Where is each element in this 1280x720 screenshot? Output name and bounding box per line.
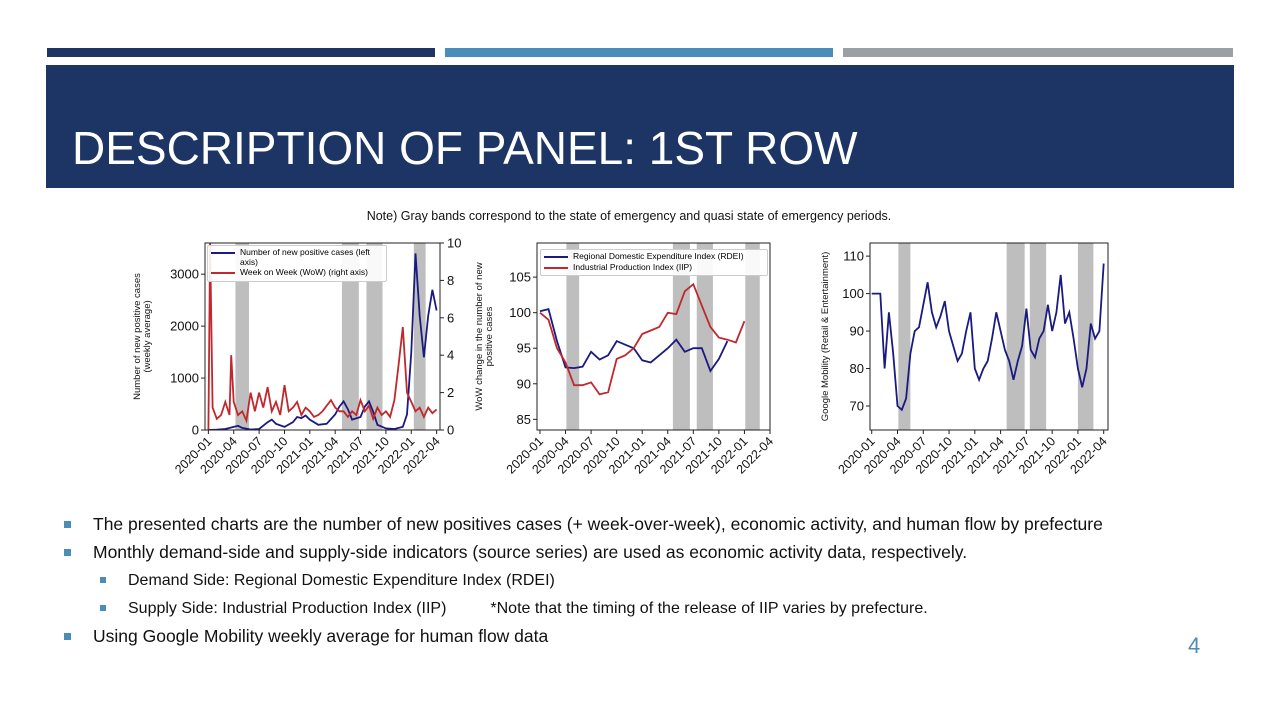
legend-label: Industrial Production Index (IIP): [573, 261, 693, 272]
bullet-item: Using Google Mobility weekly average for…: [60, 624, 1222, 649]
legend: Number of new positive cases (left axis)…: [207, 245, 387, 282]
plot-frame: [869, 242, 1109, 431]
legend-label: Number of new positive cases (left axis): [240, 247, 370, 267]
emergency-band: [341, 243, 359, 430]
charts: 010002000300002468102020-012020-042020-0…: [132, 236, 1110, 477]
legend-label: Week on Week (WoW) (right axis): [240, 267, 369, 277]
bullet-list: The presented charts are the number of n…: [60, 512, 1222, 652]
bullet-item: The presented charts are the number of n…: [60, 512, 1222, 537]
legend-swatch: [544, 256, 568, 258]
emergency-band: [235, 243, 249, 430]
bullet-item: Monthly demand-side and supply-side indi…: [60, 540, 1222, 565]
y2-tick-label: 0: [447, 423, 454, 438]
legend-entry: Number of new positive cases (left axis): [211, 247, 383, 267]
y-tick-label: 90: [850, 324, 864, 339]
y-tick-label: 70: [850, 399, 864, 414]
y-tick-label: 100: [842, 286, 864, 301]
y-tick-label: 100: [509, 305, 531, 320]
y-tick-label: 95: [517, 341, 531, 356]
slide-title: DESCRIPTION OF PANEL: 1ST ROW: [72, 122, 858, 174]
y-tick-label: 90: [517, 376, 531, 391]
page-number: 4: [1188, 633, 1201, 658]
series-line: [539, 282, 746, 396]
legend-swatch: [544, 266, 568, 269]
y-tick-label: 1000: [170, 371, 199, 386]
legend-label: Regional Domestic Expenditure Index (RDE…: [573, 251, 744, 261]
bullet-text: Demand Side: Regional Domestic Expenditu…: [128, 572, 555, 589]
bullet-text: Using Google Mobility weekly average for…: [93, 626, 549, 646]
top-bar: [47, 48, 435, 57]
emergency-band: [366, 243, 383, 430]
legend-swatch: [211, 272, 235, 274]
y2-tick-label: 10: [447, 236, 461, 251]
emergency-band: [1077, 243, 1094, 430]
y-tick-label: 2000: [170, 319, 199, 334]
y-tick-label: 85: [517, 412, 531, 427]
bullet-text: Monthly demand-side and supply-side indi…: [93, 542, 968, 562]
emergency-band: [566, 243, 580, 430]
emergency-band: [1029, 243, 1047, 430]
emergency-band: [745, 243, 760, 430]
legend-entry: Regional Domestic Expenditure Index (RDE…: [544, 251, 764, 262]
y2-tick-label: 4: [447, 348, 454, 363]
bullet-text: The presented charts are the number of n…: [93, 514, 1103, 534]
series-line: [207, 243, 438, 430]
y2-tick-label: 8: [447, 273, 454, 288]
plot-frame: [204, 242, 441, 431]
y-tick-label: 105: [509, 270, 531, 285]
y-axis-label: (weekly average): [142, 300, 153, 372]
note: Note) Gray bands correspond to the state…: [366, 209, 892, 223]
y2-tick-label: 6: [447, 310, 454, 325]
y-axis-label: positive cases: [484, 306, 495, 366]
y-tick-label: 3000: [170, 267, 199, 282]
y2-tick-label: 2: [447, 385, 454, 400]
y-axis-label: WoW change in the number of new: [474, 262, 485, 410]
y-axis-label: Number of new positive cases: [132, 273, 143, 400]
emergency-band: [1006, 243, 1025, 430]
y-tick-label: 0: [192, 423, 199, 438]
emergency-band: [413, 243, 426, 430]
plot-frame: [536, 242, 771, 431]
series-line: [871, 263, 1105, 412]
bullet-note: *Note that the timing of the release of …: [490, 600, 928, 617]
bullet-text: Supply Side: Industrial Production Index…: [128, 600, 447, 617]
bullet-item: Supply Side: Industrial Production Index…: [60, 596, 1222, 621]
legend-entry: Industrial Production Index (IIP): [544, 261, 764, 273]
title-box: DESCRIPTION OF PANEL: 1ST ROW: [46, 65, 1234, 188]
y-axis-label: Google Mobility (Retail & Entertainment): [820, 252, 831, 422]
legend-entry: Week on Week (WoW) (right axis): [211, 267, 383, 278]
top-bar: [445, 48, 833, 57]
legend: Regional Domestic Expenditure Index (RDE…: [540, 249, 768, 276]
y-tick-label: 80: [850, 361, 864, 376]
y-tick-label: 110: [843, 249, 864, 264]
legend-swatch: [211, 252, 235, 254]
emergency-band: [696, 243, 713, 430]
bullet-item: Demand Side: Regional Domestic Expenditu…: [60, 568, 1222, 593]
top-bar: [843, 48, 1233, 57]
